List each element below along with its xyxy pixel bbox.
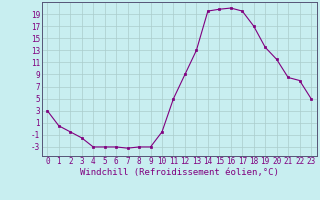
X-axis label: Windchill (Refroidissement éolien,°C): Windchill (Refroidissement éolien,°C) — [80, 168, 279, 177]
